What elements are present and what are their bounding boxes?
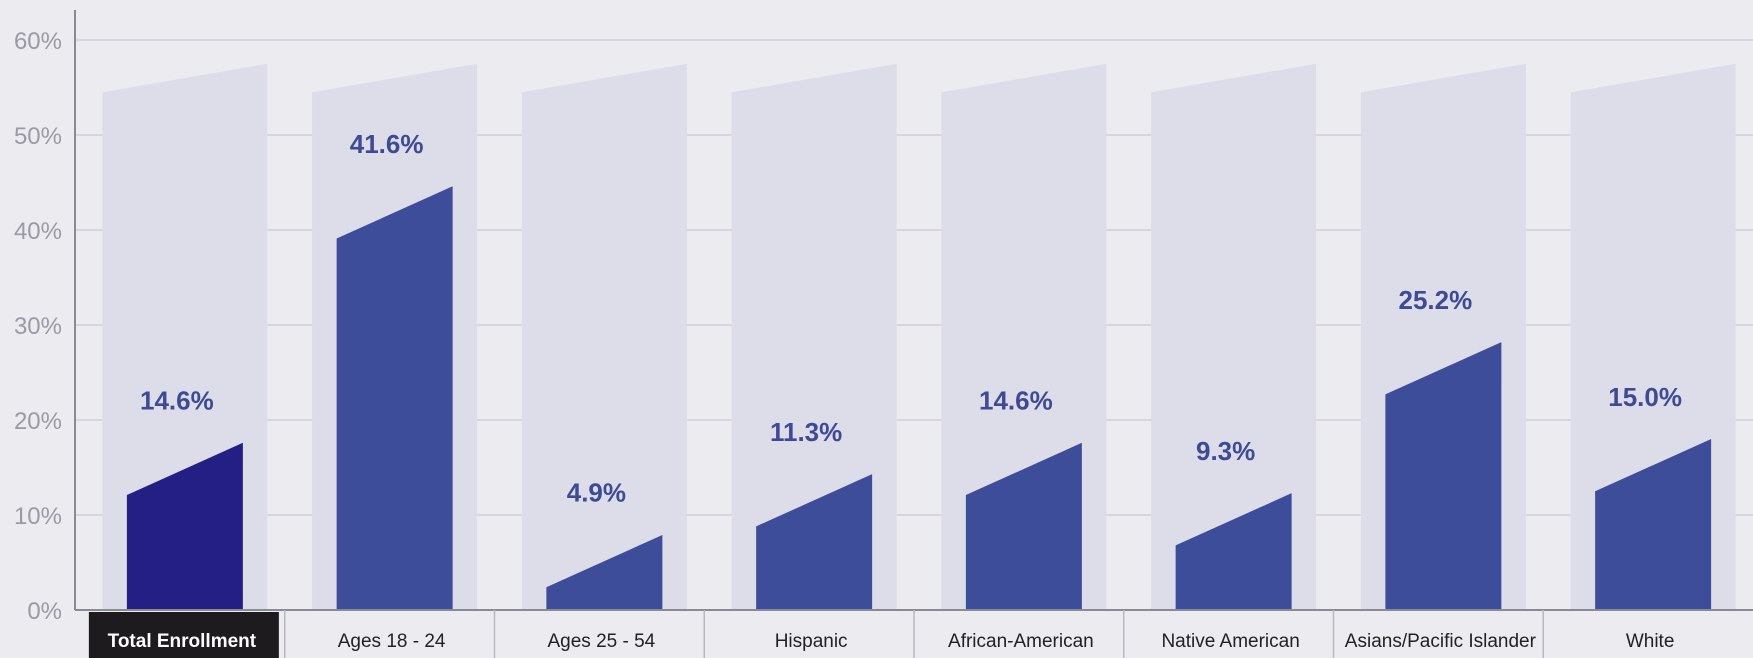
value-labels: 14.6% 41.6% 4.9% 11.3% 14.6% 9.3% 25.2% 15.0% [140,129,1682,508]
bar-ages-18-24 [336,186,453,611]
value-label: 11.3% [770,417,842,447]
bar-asians-pacific-islander [1385,342,1502,610]
bar-white [1595,439,1712,610]
bar-track [521,63,687,610]
value-label: 4.9% [567,478,626,508]
category-label: Ages 25 - 54 [548,631,656,652]
y-tick-label: 20% [14,408,62,435]
category-label: White [1626,631,1675,652]
y-tick-label: 0% [27,598,62,625]
category-labels: Total Enrollment Ages 18 - 24 Ages 25 - 54… [88,612,1675,658]
y-axis-ticks: 0% 10% 20% 30% 40% 50% 60% [14,28,62,625]
bar-hispanic [756,474,873,610]
bar-african-american [965,442,1082,610]
category-label: Ages 18 - 24 [338,631,446,652]
bars [126,186,1712,611]
y-tick-label: 40% [14,218,62,245]
category-label: Total Enrollment [108,631,257,652]
value-label: 15.0% [1608,382,1682,412]
y-tick-label: 30% [14,313,62,340]
value-label: 9.3% [1196,436,1255,466]
category-label: African-American [948,631,1094,652]
category-label: Native American [1161,631,1299,652]
category-label: Hispanic [775,631,848,652]
y-tick-label: 10% [14,503,62,530]
highlight-label-background [88,612,279,658]
value-label: 25.2% [1399,285,1473,315]
axes [74,10,1753,658]
value-label: 14.6% [979,386,1053,416]
y-tick-label: 60% [14,28,62,55]
bar-total-enrollment [126,442,243,610]
y-tick-label: 50% [14,123,62,150]
bar-ages-25-54 [546,534,663,610]
category-label: Asians/Pacific Islander [1345,631,1537,652]
value-label: 41.6% [350,129,424,159]
value-label: 14.6% [140,386,214,416]
bar-native-american [1175,493,1292,610]
bar-track [1151,63,1317,610]
bar-track [731,63,897,610]
